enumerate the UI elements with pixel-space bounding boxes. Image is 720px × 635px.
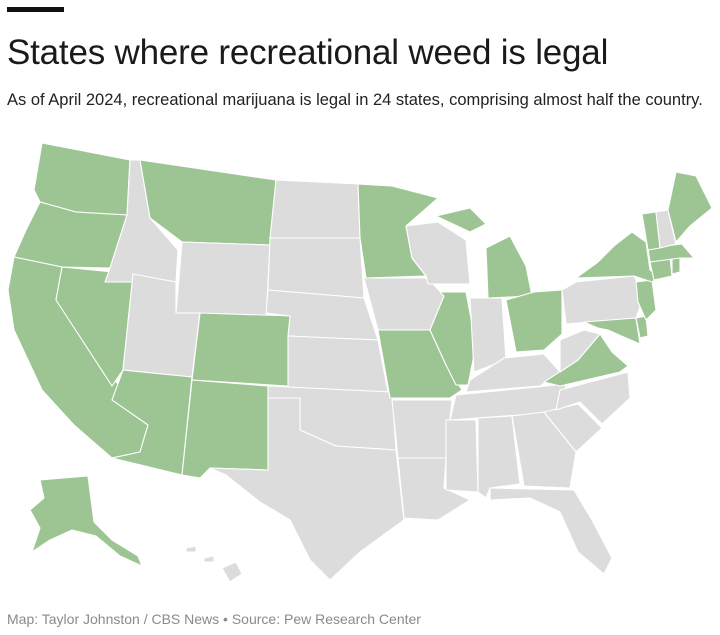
- state-georgia: [511, 411, 577, 489]
- state-new-jersey: [635, 279, 657, 321]
- state-iowa: [363, 277, 445, 331]
- accent-bar: [7, 7, 64, 12]
- state-north-dakota: [269, 179, 361, 239]
- map-credit: Map: Taylor Johnston / CBS News • Source…: [7, 611, 421, 627]
- state-north-carolina: [555, 371, 631, 425]
- state-new-york: [575, 231, 661, 283]
- state-mississippi: [445, 419, 479, 493]
- map-title: States where recreational weed is legal: [7, 33, 609, 72]
- state-pennsylvania: [561, 275, 645, 325]
- state-new-hampshire: [655, 209, 677, 249]
- state-colorado: [191, 312, 293, 387]
- state-michigan: [435, 207, 533, 299]
- state-illinois: [429, 291, 477, 386]
- state-delaware: [635, 315, 649, 339]
- state-florida: [489, 487, 613, 575]
- state-oregon: [13, 201, 128, 269]
- us-map: [7, 142, 713, 583]
- state-kansas: [287, 335, 389, 393]
- state-south-dakota: [267, 237, 365, 299]
- state-maine: [667, 171, 713, 243]
- state-arkansas: [391, 399, 453, 459]
- state-west-virginia: [559, 329, 601, 373]
- state-texas: [209, 397, 405, 581]
- map-subtitle: As of April 2024, recreational marijuana…: [7, 91, 703, 109]
- state-ohio: [505, 289, 563, 353]
- state-hawaii: [185, 545, 243, 583]
- state-alaska: [29, 475, 143, 567]
- state-wyoming: [175, 241, 271, 321]
- state-new-mexico: [181, 379, 269, 479]
- state-wisconsin: [405, 221, 471, 285]
- state-rhode-island: [671, 257, 681, 275]
